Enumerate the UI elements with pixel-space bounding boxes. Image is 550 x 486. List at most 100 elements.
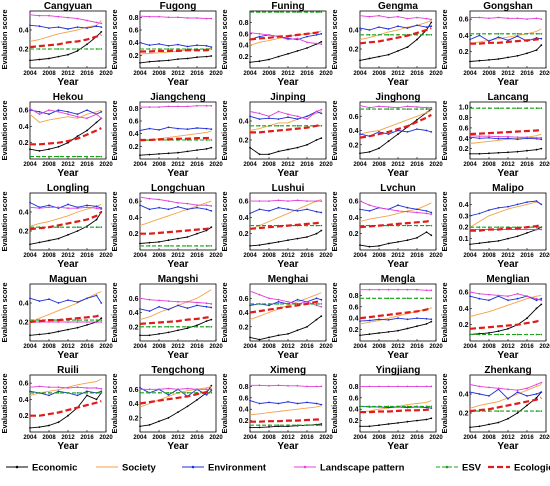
data-point-economic bbox=[368, 333, 371, 336]
data-point-landscape-pattern bbox=[406, 105, 409, 108]
data-point-esv bbox=[430, 224, 433, 227]
data-point-economic bbox=[488, 152, 490, 155]
data-point-landscape-pattern bbox=[86, 206, 88, 209]
data-point-esv bbox=[196, 139, 198, 141]
data-point-environment bbox=[167, 308, 170, 311]
series-line-environment bbox=[359, 204, 432, 213]
x-axis-label: Year bbox=[497, 259, 518, 270]
data-point-landscape-pattern bbox=[268, 34, 270, 36]
x-axis-label: Year bbox=[57, 168, 78, 179]
data-point-landscape-pattern bbox=[287, 300, 289, 303]
x-axis-label: Year bbox=[277, 441, 298, 452]
data-point-landscape-pattern bbox=[268, 297, 270, 300]
data-point-landscape-pattern bbox=[516, 136, 519, 139]
data-point-landscape-pattern bbox=[425, 212, 428, 215]
data-point-economic bbox=[306, 47, 308, 49]
data-point-landscape-pattern bbox=[497, 387, 500, 390]
x-tick-label: 2020 bbox=[319, 253, 333, 259]
data-point-landscape-pattern bbox=[196, 388, 198, 391]
data-point-esv bbox=[526, 32, 528, 35]
data-point-esv bbox=[425, 405, 428, 408]
data-point-environment bbox=[287, 208, 289, 211]
chart-panel-hekou: Hekou 0.2 0.4 0.6 2004 2008 2012 2016 2020 Year Ev… bbox=[0, 92, 113, 179]
data-point-economic bbox=[167, 416, 170, 419]
data-point-economic bbox=[387, 53, 390, 56]
data-point-esv bbox=[139, 325, 141, 328]
data-point-landscape-pattern bbox=[488, 17, 490, 20]
data-point-landscape-pattern bbox=[497, 16, 500, 19]
data-point-environment bbox=[249, 399, 251, 402]
series-line-environment bbox=[139, 42, 212, 48]
data-point-esv bbox=[320, 11, 323, 14]
data-point-economic bbox=[535, 49, 538, 51]
data-point-environment bbox=[268, 117, 270, 120]
x-tick-label: 2004 bbox=[243, 71, 257, 77]
series-line-society bbox=[469, 384, 542, 409]
data-point-esv bbox=[406, 297, 409, 300]
data-point-landscape-pattern bbox=[177, 16, 179, 19]
data-point-economic bbox=[507, 56, 509, 59]
data-point-environment bbox=[296, 210, 299, 212]
y-tick-label: 0.4 bbox=[459, 33, 469, 40]
data-point-economic bbox=[287, 52, 289, 55]
x-tick-label: 2012 bbox=[391, 344, 405, 350]
data-point-landscape-pattern bbox=[526, 136, 528, 139]
data-point-esv bbox=[430, 297, 433, 300]
data-point-economic bbox=[186, 150, 189, 153]
data-point-landscape-pattern bbox=[387, 288, 390, 291]
series-line-economic bbox=[249, 230, 322, 247]
data-point-esv bbox=[497, 32, 500, 35]
data-point-esv bbox=[526, 107, 528, 110]
data-point-environment bbox=[57, 302, 60, 304]
data-point-landscape-pattern bbox=[48, 109, 50, 111]
series-line-society bbox=[469, 294, 542, 318]
panel-title: Menghai bbox=[268, 274, 309, 285]
data-point-esv bbox=[540, 333, 543, 336]
series-line-ecological-security bbox=[360, 408, 432, 414]
data-point-environment bbox=[205, 305, 208, 308]
data-point-esv bbox=[38, 48, 41, 50]
data-point-esv bbox=[397, 108, 399, 110]
data-point-esv bbox=[249, 303, 251, 305]
data-point-landscape-pattern bbox=[100, 117, 103, 120]
x-tick-label: 2008 bbox=[262, 71, 276, 77]
data-point-landscape-pattern bbox=[95, 387, 98, 389]
data-point-environment bbox=[186, 128, 189, 131]
data-point-landscape-pattern bbox=[287, 200, 289, 203]
data-point-environment bbox=[258, 118, 261, 120]
data-point-environment bbox=[430, 211, 433, 214]
data-point-economic bbox=[488, 423, 490, 426]
data-point-environment bbox=[540, 203, 543, 206]
data-point-environment bbox=[315, 210, 318, 213]
data-point-economic bbox=[315, 318, 318, 321]
data-point-economic bbox=[67, 328, 69, 331]
data-point-environment bbox=[430, 131, 433, 133]
data-point-landscape-pattern bbox=[469, 134, 471, 137]
data-point-economic bbox=[210, 318, 213, 321]
data-point-landscape-pattern bbox=[205, 17, 208, 20]
x-tick-label: 2012 bbox=[171, 253, 185, 259]
x-tick-label: 2016 bbox=[80, 71, 94, 77]
data-point-landscape-pattern bbox=[76, 321, 79, 323]
plot-frame bbox=[469, 374, 547, 433]
data-point-environment bbox=[359, 27, 361, 29]
data-point-environment bbox=[48, 113, 50, 116]
data-point-environment bbox=[167, 208, 170, 211]
data-point-esv bbox=[158, 245, 160, 247]
y-tick-label: 0.2 bbox=[239, 418, 249, 425]
x-tick-label: 2004 bbox=[23, 253, 37, 259]
data-point-economic bbox=[406, 239, 409, 242]
data-point-economic bbox=[387, 140, 390, 143]
y-tick-label: 0.6 bbox=[239, 296, 249, 303]
x-axis-label: Year bbox=[167, 259, 188, 270]
data-point-landscape-pattern bbox=[430, 106, 433, 109]
series-line-ecological-security bbox=[30, 400, 102, 417]
x-axis-label: Year bbox=[277, 168, 298, 179]
x-tick-label: 2004 bbox=[23, 71, 37, 77]
data-point-landscape-pattern bbox=[210, 303, 213, 305]
data-point-economic bbox=[287, 148, 289, 151]
data-point-environment bbox=[196, 127, 198, 129]
y-tick-label: 0.4 bbox=[459, 392, 469, 399]
data-point-landscape-pattern bbox=[95, 113, 98, 116]
data-point-landscape-pattern bbox=[540, 136, 543, 139]
